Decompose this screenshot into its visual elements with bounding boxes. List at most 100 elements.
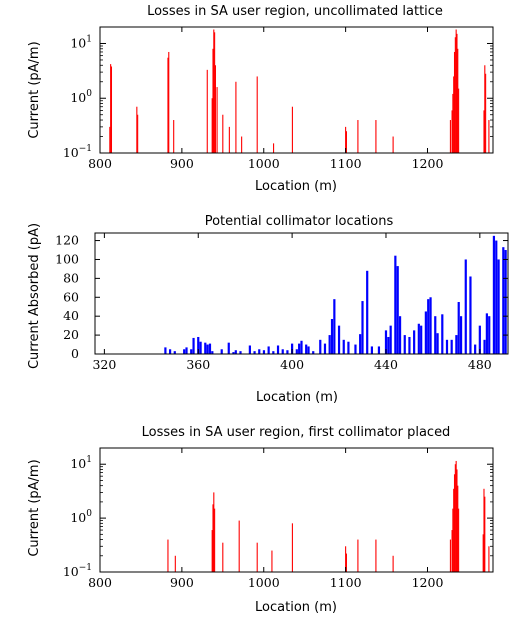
x-tick-label: 800 xyxy=(88,156,112,171)
x-tick-label: 440 xyxy=(374,357,398,372)
y-axis-label: Current Absorbed (pA) xyxy=(27,223,42,369)
bar xyxy=(345,553,347,572)
bar xyxy=(300,340,303,354)
bar xyxy=(319,339,322,354)
bar-series xyxy=(164,235,507,354)
y-tick-label: 80 xyxy=(63,270,79,285)
bar xyxy=(239,351,242,354)
bar xyxy=(281,349,284,354)
bar xyxy=(452,93,454,153)
x-tick-label: 1100 xyxy=(330,575,362,590)
bar xyxy=(267,346,270,354)
bar-series xyxy=(109,29,490,154)
bar xyxy=(298,343,301,354)
bar xyxy=(323,343,327,354)
bar xyxy=(453,76,455,153)
bar xyxy=(387,336,390,354)
bar xyxy=(211,351,214,354)
bar xyxy=(197,336,200,354)
bar xyxy=(384,330,388,354)
x-tick-label: 320 xyxy=(92,357,116,372)
x-tick-label: 900 xyxy=(170,575,194,590)
bar xyxy=(199,341,202,354)
bar xyxy=(389,325,392,354)
bar xyxy=(337,325,341,354)
bar xyxy=(504,250,507,354)
bar xyxy=(488,120,490,153)
axis-ticks: 320 360 400 440 480 0 20 40 60 80 100 120 xyxy=(55,233,508,372)
bar xyxy=(456,469,458,572)
bar xyxy=(434,316,437,354)
bar xyxy=(450,339,453,354)
bar xyxy=(456,33,458,154)
bar xyxy=(253,351,256,354)
bar xyxy=(451,530,453,572)
bar xyxy=(483,110,485,153)
bar xyxy=(497,259,500,354)
bar xyxy=(483,488,485,572)
bar xyxy=(408,336,411,354)
bar xyxy=(483,339,486,354)
y-tick-label: 40 xyxy=(63,308,79,323)
bar xyxy=(222,542,224,572)
y-tick-label: 0 xyxy=(71,346,79,361)
x-tick-label: 360 xyxy=(186,357,210,372)
bar xyxy=(451,110,453,153)
bar xyxy=(464,259,467,354)
chart-collimator-locations: Potential collimator locations Current A… xyxy=(27,214,509,405)
y-tick-label: 10−1 xyxy=(63,563,92,579)
bar xyxy=(345,126,347,153)
x-tick-label: 800 xyxy=(88,575,112,590)
bar xyxy=(167,539,169,572)
bar xyxy=(485,313,488,354)
bar xyxy=(396,266,399,354)
bar xyxy=(502,247,505,354)
bar xyxy=(291,343,294,354)
chart-title: Losses in SA user region, uncollimated l… xyxy=(147,4,443,19)
x-tick-label: 1000 xyxy=(248,156,280,171)
bar xyxy=(495,240,498,354)
bar xyxy=(424,311,427,354)
bar xyxy=(173,351,176,354)
bar xyxy=(168,349,172,354)
chart-uncollimated-lattice: Losses in SA user region, uncollimated l… xyxy=(27,4,494,194)
bar xyxy=(213,29,215,153)
bar xyxy=(190,349,193,354)
y-tick-label: 100 xyxy=(70,89,92,105)
bar xyxy=(492,235,496,354)
bar xyxy=(222,114,224,153)
bar xyxy=(375,539,377,572)
bar xyxy=(183,349,186,354)
bar xyxy=(453,51,456,153)
bar xyxy=(427,299,430,354)
bar xyxy=(357,539,359,572)
x-tick-label: 480 xyxy=(468,357,492,372)
bar xyxy=(109,126,111,153)
plot-frame xyxy=(94,232,509,355)
x-axis-label: Location (m) xyxy=(256,390,338,405)
bar xyxy=(436,333,439,354)
bar xyxy=(216,87,218,153)
bar xyxy=(272,351,275,354)
bar xyxy=(453,488,455,572)
bar xyxy=(452,508,454,572)
bar xyxy=(485,73,487,153)
bar xyxy=(455,29,457,153)
bar xyxy=(276,345,280,354)
bar xyxy=(413,330,416,354)
bar xyxy=(345,131,347,153)
bar xyxy=(174,555,176,572)
bar xyxy=(469,276,472,354)
y-tick-label: 101 xyxy=(70,455,92,471)
bar xyxy=(441,314,444,354)
bar xyxy=(488,546,490,572)
bar xyxy=(478,325,481,354)
bar xyxy=(398,316,402,354)
plot-frame xyxy=(99,26,494,154)
bar xyxy=(248,345,251,354)
x-tick-label: 1000 xyxy=(248,575,280,590)
bar xyxy=(234,350,237,354)
bar xyxy=(295,349,298,354)
bar xyxy=(420,325,423,354)
